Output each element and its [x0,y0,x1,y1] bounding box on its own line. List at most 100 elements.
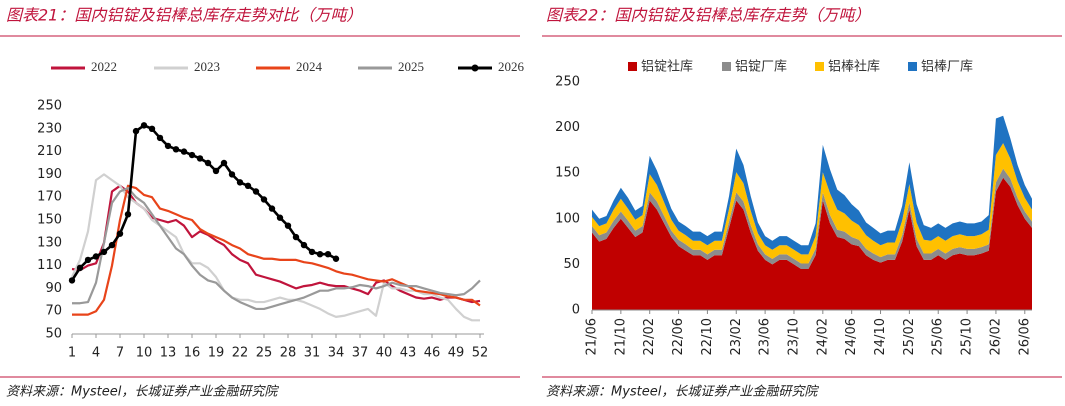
y-tick-label: 250 [555,75,580,90]
x-tick-label: 21/10 [613,318,628,355]
point [308,248,316,256]
x-tick-label: 34 [328,346,345,361]
point [332,255,340,262]
point [172,146,180,153]
x-tick-label: 10 [136,346,153,361]
legend-swatch [722,62,731,71]
x-tick-label: 28 [280,346,297,361]
point [116,230,124,237]
point [268,205,276,212]
x-tick-label: 49 [448,346,465,361]
x-tick-label: 43 [400,346,417,361]
legend-label: 铝棒厂库 [921,59,973,75]
x-tick-label: 7 [116,346,124,361]
x-tick-label: 22/02 [642,318,657,355]
x-tick-label: 22/10 [700,318,715,355]
y-tick-label: 250 [37,99,62,114]
point [212,167,220,175]
x-tick-label: 19 [208,346,225,361]
source: 资料来源：Mysteel，长城证券产业金融研究院 [6,384,279,400]
y-tick-label: 100 [555,211,580,226]
point [108,241,116,249]
x-tick-label: 24/06 [844,318,859,355]
x-tick-label: 23/06 [758,318,773,355]
point [84,256,92,264]
x-tick-label: 25/02 [902,318,917,355]
x-tick-label: 22 [232,346,249,361]
point [292,233,300,241]
legend-label: 2025 [398,59,424,74]
y-tick-label: 90 [45,281,62,296]
x-tick-label: 37 [352,346,369,361]
y-tick-label: 210 [37,144,62,159]
x-tick-label: 16 [184,346,201,361]
legend-label: 2022 [91,59,117,74]
legend-label: 2023 [194,59,220,74]
x-tick-label: 23/10 [786,318,801,355]
y-tick-label: 200 [555,120,580,135]
x-tick-label: 24/02 [815,318,830,355]
legend-label: 铝棒社库 [828,59,880,75]
x-tick-label: 25/10 [960,318,975,355]
y-tick-label: 230 [37,121,62,136]
legend-swatch [815,62,824,71]
y-tick-label: 190 [37,167,62,182]
x-tick-label: 24/10 [873,318,888,355]
point [252,188,260,195]
y-tick-label: 70 [45,304,62,319]
point [204,159,212,167]
x-tick-label: 26/02 [988,318,1003,355]
x-tick-label: 13 [160,346,177,361]
point [276,214,284,221]
series-line [71,173,480,322]
y-tick-label: 50 [45,327,62,342]
y-tick-label: 170 [37,190,62,205]
point [148,125,156,132]
x-tick-label: 4 [92,346,100,361]
point [244,182,252,189]
point [196,155,204,162]
point [324,251,332,258]
y-tick-label: 150 [555,166,580,181]
y-tick-label: 0 [572,303,580,318]
x-tick-label: 22/06 [671,318,686,355]
point [228,171,236,178]
legend-label: 2024 [296,59,323,74]
point [164,142,172,150]
series-line [72,184,481,316]
x-tick-label: 40 [376,346,393,361]
point [124,211,132,218]
x-tick-label: 52 [472,346,489,361]
point [236,179,244,186]
x-tick-label: 46 [424,346,441,361]
point [180,148,188,155]
point [260,196,268,203]
y-tick-label: 150 [37,213,62,228]
point [284,222,292,229]
legend-label: 铝锭社库 [641,59,693,75]
point [316,251,324,258]
legend-swatch [908,62,917,71]
y-tick-label: 130 [37,235,62,250]
x-tick-label: 26/06 [1017,318,1032,355]
chart-title: 图表22：国内铝锭及铝棒总库存走势（万吨） [546,6,870,25]
point [100,248,108,256]
point [76,264,84,272]
area [592,177,1032,310]
point [140,122,148,129]
x-tick-label: 31 [304,346,321,361]
y-tick-label: 50 [563,257,580,272]
legend-marker [471,64,479,72]
point [132,127,140,135]
point [220,159,228,167]
chart-title: 图表21：国内铝锭及铝棒总库存走势对比（万吨） [6,6,362,25]
x-tick-label: 23/02 [729,318,744,355]
x-tick-label: 21/06 [585,318,600,355]
legend-swatch [628,62,637,71]
point [156,134,164,142]
series-line [70,124,337,282]
x-tick-label: 1 [68,346,76,361]
point [92,253,100,260]
source: 资料来源：Mysteel，长城证券产业金融研究院 [546,384,819,400]
